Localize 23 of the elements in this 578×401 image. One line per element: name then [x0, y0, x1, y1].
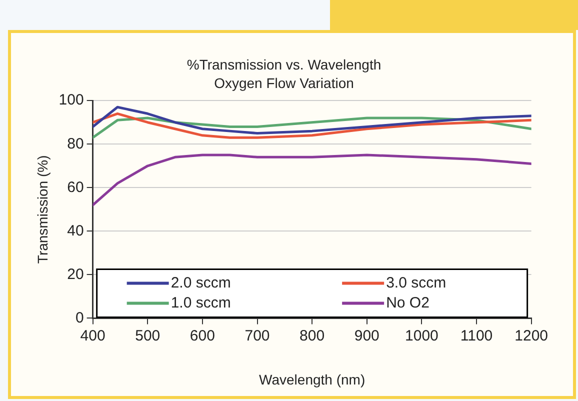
legend-label: No O2 — [386, 294, 430, 312]
x-tick-label: 900 — [354, 327, 380, 344]
y-tick-label: 40 — [67, 222, 84, 240]
x-tick-label: 1000 — [405, 327, 438, 344]
y-tick-label: 80 — [67, 135, 84, 152]
x-tick-label: 1100 — [460, 327, 493, 344]
x-tick-label: 400 — [80, 327, 106, 344]
x-tick-label: 700 — [244, 327, 270, 344]
x-tick-label: 800 — [300, 327, 325, 344]
x-tick-label: 600 — [190, 327, 215, 344]
legend-label: 1.0 sccm — [170, 294, 231, 312]
y-tick-label: 20 — [67, 266, 84, 283]
x-axis-title: Wavelength (nm) — [259, 371, 366, 388]
y-tick-label: 0 — [75, 309, 84, 326]
legend-label: 2.0 sccm — [170, 274, 231, 292]
y-tick-label: 100 — [58, 92, 84, 109]
chart-title: %Transmission vs. Wavelength — [186, 56, 382, 72]
x-tick-label: 1200 — [514, 327, 548, 344]
chart-subtitle: Oxygen Flow Variation — [214, 75, 354, 92]
x-tick-label: 500 — [135, 327, 160, 344]
y-tick-label: 60 — [67, 178, 84, 196]
y-axis-title: Transmission (%) — [34, 155, 50, 264]
legend-label: 3.0 sccm — [386, 274, 446, 292]
